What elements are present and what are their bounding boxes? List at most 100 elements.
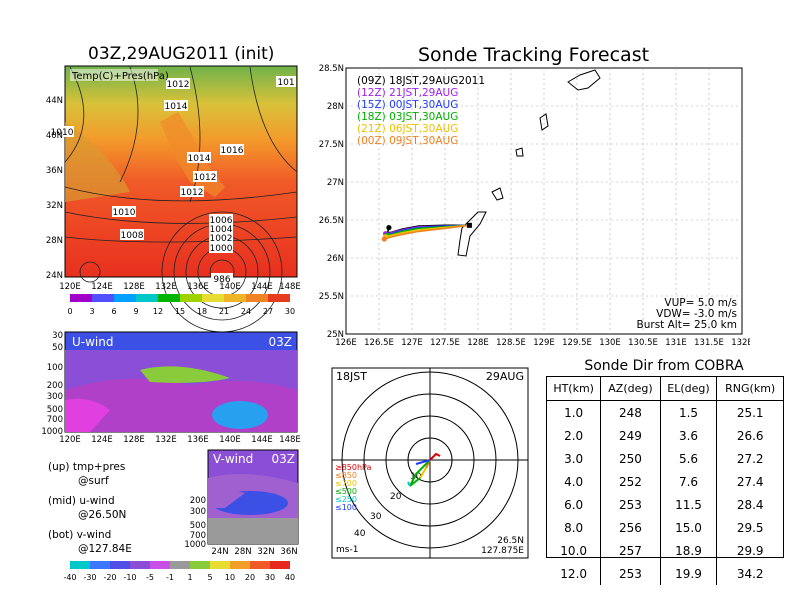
map-y-ticks: 44N 40N 36N 32N 28N 24N [46, 96, 63, 281]
track-legend-item: (18Z) 03JST,30AUG [357, 111, 458, 123]
wind-colorbar: -40 -30 -20 -10 -5 -1 1 5 10 20 30 40 [63, 561, 295, 582]
hodograph-ring-labels: 10 20 30 40 [354, 472, 422, 539]
map-label: Temp(C)+Pres(hPa) [71, 71, 169, 82]
table-cell: 1.0 [564, 405, 584, 420]
svg-text:100: 100 [47, 363, 63, 373]
svg-text:1000: 1000 [41, 427, 63, 437]
svg-text:24N: 24N [46, 271, 63, 281]
x-tick-label: 128E [467, 338, 489, 348]
svg-text:32N: 32N [46, 201, 63, 211]
svg-text:-5: -5 [146, 573, 154, 582]
table-cell: 257 [600, 539, 661, 562]
v-wind-notes: (up) tmp+pres @surf (mid) u-wind @26.50N… [48, 461, 132, 555]
svg-text:10: 10 [410, 472, 422, 482]
svg-text:36N: 36N [280, 547, 297, 557]
isobar-label: 101 [277, 78, 294, 88]
map-x-ticks: 120E 124E 128E 132E 136E 140E 144E 148E [59, 282, 301, 292]
y-tick-label: 26.5N [319, 216, 344, 226]
svg-text:120E: 120E [59, 282, 81, 292]
isobar-label: 1002 [210, 234, 233, 244]
table-cell: 19.9 [659, 562, 717, 585]
x-tick-label: 129.5E [562, 338, 592, 348]
isobar-label: 1014 [165, 102, 188, 112]
svg-text:32N: 32N [257, 547, 274, 557]
svg-text:144E: 144E [251, 282, 273, 292]
x-tick-label: 131.5E [694, 338, 724, 348]
svg-text:-20: -20 [103, 573, 116, 582]
svg-text:50: 50 [52, 343, 63, 353]
table-cell: 256 [600, 516, 661, 539]
svg-text:136E: 136E [187, 282, 209, 292]
svg-text:≤500: ≤500 [335, 487, 357, 496]
hodograph-unit: ms-1 [336, 545, 358, 555]
svg-text:200: 200 [190, 496, 206, 506]
svg-text:-1: -1 [166, 573, 174, 582]
svg-text:-10: -10 [123, 573, 136, 582]
svg-text:6: 6 [111, 307, 116, 316]
v-wind-panel: V-wind 03Z 200 300 500 700 1000 24N 28N … [185, 449, 299, 557]
table-cell: 12.0 [560, 566, 588, 581]
svg-text:-40: -40 [63, 573, 76, 582]
svg-text:≤850: ≤850 [335, 471, 357, 480]
track-legend-item: (21Z) 06JST,30AUG [357, 123, 458, 135]
landing-point [381, 236, 387, 242]
u-wind-time: 03Z [269, 335, 293, 349]
isobar-label: 1004 [210, 225, 233, 235]
table-row: 8.0 256 15.0 29.5 [547, 516, 783, 539]
table-cell: 25.1 [716, 400, 783, 424]
hodograph: 10 20 30 40 18JST 29AUG ≥850hPa ≤850 ≤70… [331, 367, 529, 559]
svg-text:44N: 44N [46, 96, 63, 106]
sonde-table: HT(km) AZ(deg) EL(deg) RNG(km) 1.0 248 1.5… [546, 376, 784, 585]
track-legend-item: (12Z) 21JST,29AUG [357, 87, 458, 99]
v-wind-label: V-wind [213, 452, 253, 466]
hodograph-lon: 127.875E [481, 546, 524, 556]
svg-text:128E: 128E [123, 435, 145, 445]
table-row: 6.0 253 11.5 28.4 [547, 493, 783, 516]
svg-text:36N: 36N [46, 166, 63, 176]
svg-text:30: 30 [370, 512, 382, 522]
svg-text:140E: 140E [219, 435, 241, 445]
table-cell: 1.5 [659, 400, 717, 424]
track-line [384, 224, 470, 240]
svg-text:15: 15 [175, 307, 185, 316]
hodograph-time: 18JST [336, 370, 367, 383]
table-cell: 3.0 [564, 451, 584, 466]
track-y-ticks: 28.5N 28N 27.5N 27N 26.5N 26N 25.5N 25N [319, 64, 344, 340]
hodo-segment [409, 459, 431, 487]
table-cell: 29.5 [716, 516, 783, 539]
hodo-segment [419, 467, 427, 479]
init-title: 03Z,29AUG2011 (init) [88, 44, 275, 64]
track-x-ticks: 126E 126.5E 127E 127.5E 128E 128.5E 129E 129.5E… [335, 338, 750, 348]
table-cell: 11.5 [659, 493, 717, 516]
svg-text:124E: 124E [91, 282, 113, 292]
isobar-label: 1010 [51, 128, 74, 138]
v-wind-y-ticks: 200 300 500 700 1000 [185, 496, 206, 550]
table-header-row: HT(km) AZ(deg) EL(deg) RNG(km) [547, 377, 783, 401]
hodograph-date: 29AUG [486, 370, 524, 383]
svg-text:18: 18 [197, 307, 207, 316]
svg-text:124E: 124E [91, 435, 113, 445]
isobar-label: 1012 [194, 173, 217, 183]
u-wind-panel: U-wind 03Z 30 50 100 200 300 500 700 100… [41, 331, 300, 445]
svg-text:40N: 40N [46, 131, 63, 141]
y-tick-label: 25N [327, 330, 344, 340]
table-cell: 10.0 [560, 543, 588, 558]
track-series [381, 222, 472, 242]
svg-text:300: 300 [190, 507, 206, 517]
isobar-label: 1000 [210, 244, 233, 254]
svg-text:700: 700 [47, 415, 63, 425]
y-tick-label: 27N [327, 178, 344, 188]
svg-text:30: 30 [52, 331, 63, 341]
y-tick-label: 27.5N [319, 140, 344, 150]
svg-text:24N: 24N [211, 547, 228, 557]
x-tick-label: 130E [599, 338, 621, 348]
y-tick-label: 28N [327, 102, 344, 112]
v-wind-time: 03Z [272, 452, 296, 466]
svg-text:≤700: ≤700 [335, 479, 357, 488]
svg-text:10: 10 [225, 573, 235, 582]
hodo-segment [407, 481, 411, 487]
y-tick-label: 26N [327, 254, 344, 264]
svg-text:1000: 1000 [185, 540, 206, 550]
table-cell: 3.6 [659, 424, 717, 447]
svg-text:28N: 28N [234, 547, 251, 557]
